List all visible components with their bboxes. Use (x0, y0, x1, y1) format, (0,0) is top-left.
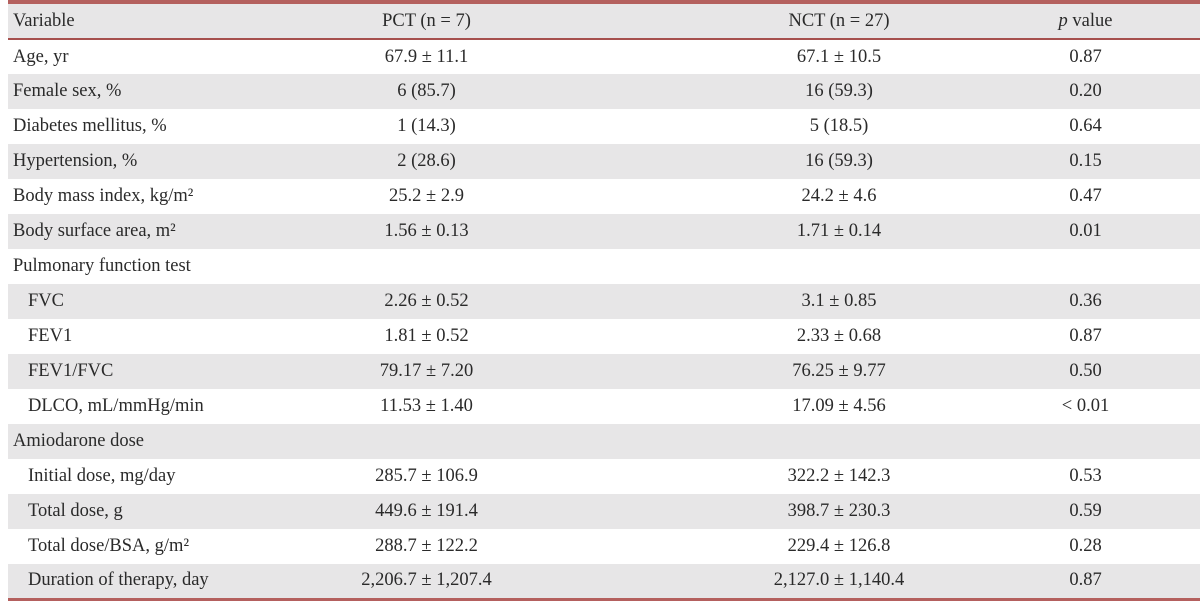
table-row: Pulmonary function test (0, 249, 1200, 284)
nct-value-cell (639, 249, 1039, 284)
variable-cell: FVC (0, 284, 214, 319)
table-row: Initial dose, mg/day 285.7 ± 106.9 322.2… (0, 459, 1200, 494)
variable-cell: Hypertension, % (0, 144, 214, 179)
p-value-cell: 0.15 (1039, 144, 1200, 179)
header-p-rest: value (1067, 10, 1113, 31)
p-value-cell: < 0.01 (1061, 396, 1110, 416)
nct-value-cell: 24.2 ± 4.6 (801, 186, 877, 206)
p-value-cell: 0.87 (1069, 326, 1102, 346)
table-row: Amiodarone dose (0, 424, 1200, 459)
pct-value-cell: 1.81 ± 0.52 (384, 326, 469, 346)
header-variable: Variable (0, 2, 214, 39)
variable-cell: Pulmonary function test (0, 249, 214, 284)
table-row: Hypertension, % 2 (28.6) 16 (59.3) 0.15 (0, 144, 1200, 179)
variable-cell: FEV1 (0, 319, 214, 354)
table-row: Total dose/BSA, g/m² 288.7 ± 122.2 229.4… (0, 529, 1200, 564)
variable-cell: Total dose, g (0, 494, 214, 529)
nct-value-cell: 229.4 ± 126.8 (787, 536, 891, 556)
pct-value-cell: 79.17 ± 7.20 (214, 354, 639, 389)
pct-value-cell: 25.2 ± 2.9 (389, 186, 464, 206)
p-value-cell: 0.20 (1039, 74, 1200, 109)
pct-value-cell: 2 (28.6) (214, 144, 639, 179)
p-value-cell: 0.87 (1039, 564, 1200, 599)
pct-value-cell (214, 249, 639, 284)
variable-cell: Age, yr (0, 39, 214, 74)
pct-value-cell: 2,206.7 ± 1,207.4 (214, 564, 639, 599)
p-value-cell: 0.28 (1069, 536, 1102, 556)
variable-cell: Initial dose, mg/day (0, 459, 214, 494)
pct-value-cell: 285.7 ± 106.9 (375, 466, 478, 486)
pct-value-cell (214, 424, 639, 459)
nct-value-cell: 322.2 ± 142.3 (787, 466, 891, 486)
p-value-cell: 0.64 (1069, 116, 1102, 136)
nct-value-cell: 3.1 ± 0.85 (639, 284, 1039, 319)
p-value-cell: 0.50 (1039, 354, 1200, 389)
table-row: Diabetes mellitus, % 1 (14.3) 5 (18.5) 0… (0, 109, 1200, 144)
pct-value-cell: 2.26 ± 0.52 (214, 284, 639, 319)
variable-cell: Body surface area, m² (0, 214, 214, 249)
table-body: Age, yr 67.9 ± 11.1 67.1 ± 10.5 0.87 Fem… (0, 39, 1200, 599)
nct-value-cell: 76.25 ± 9.77 (639, 354, 1039, 389)
table-row: Age, yr 67.9 ± 11.1 67.1 ± 10.5 0.87 (0, 39, 1200, 74)
pct-value-cell: 11.53 ± 1.40 (380, 396, 473, 416)
pct-value-cell: 67.9 ± 11.1 (384, 46, 469, 67)
nct-value-cell: 2.33 ± 0.68 (796, 326, 882, 346)
table-row: Female sex, % 6 (85.7) 16 (59.3) 0.20 (0, 74, 1200, 109)
nct-value-cell: 5 (18.5) (809, 116, 869, 136)
table-row: Body mass index, kg/m² 25.2 ± 2.9 24.2 ±… (0, 179, 1200, 214)
table-row: FEV1/FVC 79.17 ± 7.20 76.25 ± 9.77 0.50 (0, 354, 1200, 389)
p-value-cell: 0.87 (1069, 46, 1102, 67)
table-row: FVC 2.26 ± 0.52 3.1 ± 0.85 0.36 (0, 284, 1200, 319)
p-value-cell: 0.59 (1039, 494, 1200, 529)
variable-cell: Female sex, % (0, 74, 214, 109)
table-row: DLCO, mL/mmHg/min 11.53 ± 1.40 17.09 ± 4… (0, 389, 1200, 424)
table-row: Total dose, g 449.6 ± 191.4 398.7 ± 230.… (0, 494, 1200, 529)
p-value-cell: 0.53 (1069, 466, 1102, 486)
p-value-cell: 0.01 (1039, 214, 1200, 249)
nct-value-cell: 16 (59.3) (639, 144, 1039, 179)
variable-cell: Total dose/BSA, g/m² (0, 529, 214, 564)
header-row: Variable PCT (n = 7) NCT (n = 27) p valu… (0, 2, 1200, 39)
header-p-symbol: p (1058, 10, 1068, 31)
variable-cell: Diabetes mellitus, % (0, 109, 214, 144)
variable-cell: DLCO, mL/mmHg/min (0, 389, 214, 424)
nct-value-cell: 1.71 ± 0.14 (639, 214, 1039, 249)
table-row: Duration of therapy, day 2,206.7 ± 1,207… (0, 564, 1200, 599)
header-nct-group: NCT (n = 27) (639, 2, 1039, 39)
p-value-cell (1039, 249, 1200, 284)
pct-value-cell: 288.7 ± 122.2 (375, 536, 478, 556)
nct-value-cell: 17.09 ± 4.56 (792, 396, 886, 416)
variable-cell: Amiodarone dose (0, 424, 214, 459)
variable-cell: Body mass index, kg/m² (0, 179, 214, 214)
variable-cell: Duration of therapy, day (0, 564, 214, 599)
header-pct-group: PCT (n = 7) (214, 2, 639, 39)
p-value-cell: 0.47 (1069, 186, 1102, 206)
pct-value-cell: 1 (14.3) (397, 116, 456, 136)
pct-value-cell: 449.6 ± 191.4 (214, 494, 639, 529)
nct-value-cell: 16 (59.3) (639, 74, 1039, 109)
variable-cell: FEV1/FVC (0, 354, 214, 389)
nct-value-cell (639, 424, 1039, 459)
table-row: Body surface area, m² 1.56 ± 0.13 1.71 ±… (0, 214, 1200, 249)
p-value-cell (1039, 424, 1200, 459)
header-p-value: p value (1039, 2, 1200, 39)
p-value-cell: 0.36 (1039, 284, 1200, 319)
nct-value-cell: 398.7 ± 230.3 (639, 494, 1039, 529)
table-header: Variable PCT (n = 7) NCT (n = 27) p valu… (0, 2, 1200, 39)
nct-value-cell: 67.1 ± 10.5 (796, 46, 882, 67)
table-row: FEV1 1.81 ± 0.52 2.33 ± 0.68 0.87 (0, 319, 1200, 354)
pct-value-cell: 6 (85.7) (214, 74, 639, 109)
nct-value-cell: 2,127.0 ± 1,140.4 (639, 564, 1039, 599)
pct-value-cell: 1.56 ± 0.13 (214, 214, 639, 249)
